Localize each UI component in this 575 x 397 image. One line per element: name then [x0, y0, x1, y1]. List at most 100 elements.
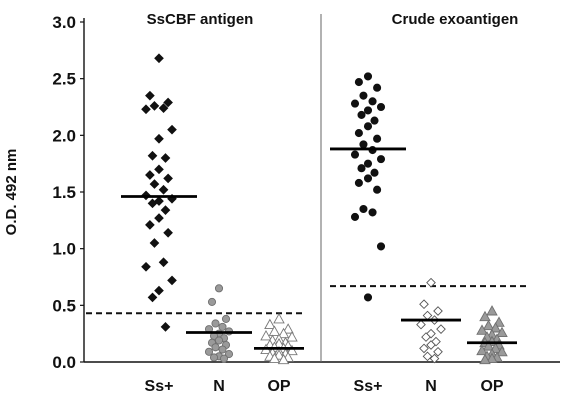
data-point: [154, 213, 164, 223]
data-point: [163, 227, 173, 238]
data-point: [357, 164, 366, 173]
series-1-0: [330, 72, 406, 302]
data-point: [273, 313, 285, 324]
data-point: [426, 277, 436, 288]
data-point: [354, 78, 363, 87]
data-point: [433, 306, 443, 316]
data-point: [224, 350, 234, 359]
data-point: [286, 331, 298, 342]
data-point: [204, 347, 214, 356]
data-point: [376, 155, 386, 164]
data-point: [376, 102, 386, 112]
data-point: [268, 352, 281, 364]
series-1-1: [401, 277, 461, 364]
data-point: [354, 129, 363, 138]
data-point: [214, 284, 224, 293]
data-point: [163, 97, 173, 108]
data-point: [376, 242, 386, 251]
data-point: [429, 353, 440, 364]
series-1-2: [467, 305, 517, 365]
data-point: [277, 353, 290, 365]
data-point: [149, 238, 160, 248]
data-point: [363, 159, 373, 168]
data-point: [486, 305, 498, 316]
data-point: [482, 340, 495, 351]
data-point: [419, 343, 429, 354]
data-point: [373, 134, 382, 143]
x-category-label: N: [213, 378, 225, 395]
data-point: [154, 53, 164, 64]
data-point: [368, 97, 377, 106]
data-point: [219, 354, 229, 363]
y-tick-label: 2.5: [52, 70, 76, 89]
data-point: [145, 90, 155, 101]
data-point: [416, 319, 426, 330]
data-point: [147, 292, 158, 303]
data-point: [363, 72, 373, 81]
y-axis-label: O.D. 492 nm: [3, 149, 20, 236]
panel-title-crude: Crude exoantigen: [392, 11, 519, 28]
data-point: [167, 124, 177, 135]
data-point: [207, 297, 217, 306]
data-point: [422, 351, 433, 362]
data-point: [260, 330, 272, 341]
data-point: [350, 99, 360, 108]
data-point: [350, 150, 360, 159]
data-point: [370, 168, 379, 177]
data-point: [422, 310, 433, 321]
data-point: [158, 184, 169, 195]
data-point: [426, 340, 436, 350]
data-point: [209, 353, 219, 362]
data-point: [421, 332, 431, 342]
data-point: [158, 257, 169, 268]
data-point: [221, 314, 231, 323]
data-point: [350, 212, 360, 221]
data-point: [154, 164, 164, 175]
data-point: [145, 170, 155, 180]
data-point: [145, 220, 155, 230]
data-point: [141, 261, 151, 272]
data-point: [286, 344, 298, 356]
data-point: [154, 285, 164, 296]
panel-title-sscbf: SsCBF antigen: [147, 11, 254, 28]
data-point: [479, 353, 491, 365]
data-point: [373, 185, 382, 194]
y-tick-label: 3.0: [52, 13, 76, 32]
data-point: [160, 153, 171, 163]
data-point: [167, 275, 177, 286]
data-point: [218, 345, 227, 354]
data-point: [436, 324, 446, 334]
data-point: [489, 322, 502, 333]
data-point: [211, 319, 220, 328]
data-point: [368, 208, 377, 217]
x-category-label: Ss+: [354, 378, 383, 395]
data-point: [496, 345, 508, 357]
x-category-label: OP: [267, 378, 290, 395]
data-point: [149, 101, 160, 111]
x-category-label: N: [425, 378, 437, 395]
data-point: [359, 204, 368, 214]
x-category-label: Ss+: [145, 378, 174, 395]
data-point: [486, 352, 498, 364]
data-point: [268, 325, 281, 336]
data-point: [264, 318, 276, 330]
data-point: [359, 140, 368, 149]
data-point: [363, 174, 373, 183]
data-point: [496, 326, 508, 337]
data-point: [419, 299, 429, 310]
data-point: [160, 322, 171, 332]
data-point: [211, 343, 220, 352]
series-0-0: [121, 53, 197, 332]
data-point: [433, 346, 443, 357]
y-tick-label: 0.0: [52, 353, 76, 372]
panel-1: Ss+ N OP: [330, 72, 530, 395]
y-tick-label: 0.5: [52, 296, 76, 315]
data-point: [149, 179, 160, 189]
data-point: [359, 91, 368, 100]
data-point: [158, 103, 169, 113]
series-0-2: [254, 313, 304, 365]
data-point: [277, 327, 290, 339]
series-0-1: [186, 284, 252, 363]
